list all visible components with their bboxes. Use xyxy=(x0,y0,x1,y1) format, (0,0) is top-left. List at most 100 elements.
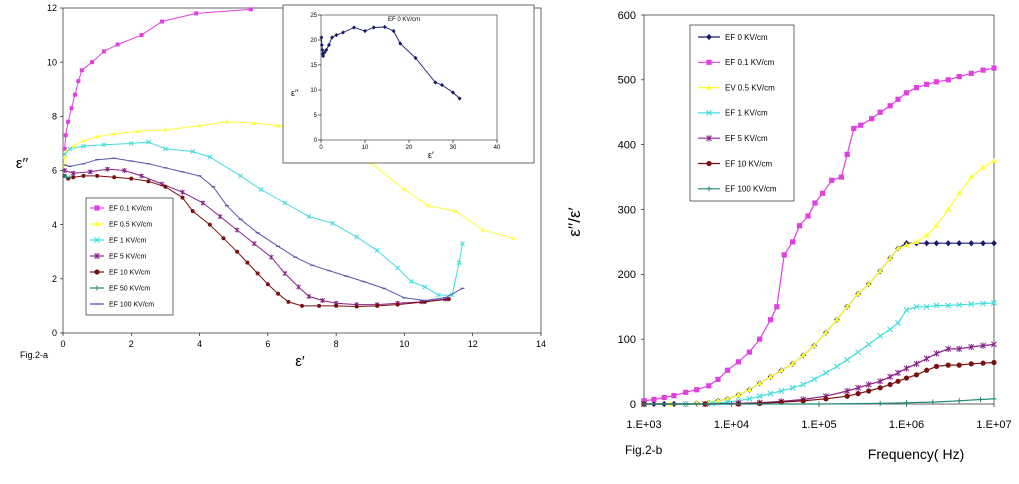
inset-data-point xyxy=(341,30,345,35)
chart-b-data-point xyxy=(956,73,962,80)
chart-b-series-ef-0-kv-cm xyxy=(641,240,997,408)
legend-label: EF 0.5 KV/cm xyxy=(109,221,152,228)
chart-b-data-point xyxy=(829,177,835,183)
inset-data-point xyxy=(382,24,387,30)
chart-a-data-point xyxy=(160,19,165,24)
chart-b-data-point xyxy=(991,157,997,163)
chart-b-data-point xyxy=(811,376,818,383)
chart-b-data-point xyxy=(651,396,657,403)
chart-a-data-point xyxy=(87,169,93,175)
chart-b-data-point xyxy=(913,85,920,91)
legend-marker xyxy=(706,160,712,167)
chart-a-data-point xyxy=(62,168,68,173)
y-tick-label: 10 xyxy=(310,88,317,94)
chart-b-data-point xyxy=(865,341,872,348)
chart-b-data-point xyxy=(800,381,807,388)
chart-b-data-point xyxy=(991,65,997,71)
legend-marker xyxy=(706,84,712,90)
x-tick-label: 1.E+03 xyxy=(626,419,661,431)
chart-b-data-point xyxy=(746,395,753,402)
chart-b-data-point xyxy=(671,392,677,399)
legend-marker xyxy=(94,285,100,291)
chart-b-data-point xyxy=(924,367,930,373)
legend-label: EF 0 KV/cm xyxy=(725,33,768,42)
inset-data-point xyxy=(334,32,339,38)
chart-b-data-point xyxy=(746,386,753,392)
chart-a-data-point xyxy=(296,284,301,290)
x-tick-label: 1.E+07 xyxy=(976,419,1011,431)
inset-data-point xyxy=(363,28,367,34)
legend-entry-ef-1-kv-cm: EF 1 KV/cm xyxy=(90,237,147,244)
chart-b-data-point xyxy=(968,343,975,351)
chart-a-data-point xyxy=(62,151,68,157)
x-tick-label: 10 xyxy=(399,339,409,349)
chart-a-data-point xyxy=(122,168,127,173)
chart-b-data-point xyxy=(757,336,763,342)
chart-a-series-ef-0-1-kv-cm xyxy=(62,7,253,151)
chart-b-data-point xyxy=(895,369,901,376)
chart-b-data-point xyxy=(991,359,997,366)
chart-a-series-ef-5-kv-cm xyxy=(62,166,448,307)
chart-b-data-point xyxy=(715,397,721,403)
chart-b-data-point xyxy=(851,125,857,132)
chart-b-data-point xyxy=(945,77,951,83)
legend-marker xyxy=(94,237,100,243)
inset-data-point xyxy=(320,47,325,53)
chart-a-data-point xyxy=(115,42,120,47)
x-tick-label: 1.E+04 xyxy=(714,419,749,431)
y-tick-label: 400 xyxy=(618,140,636,152)
chart-a-data-point xyxy=(64,149,69,154)
chart-b-data-point xyxy=(823,329,829,335)
chart-b-data-point xyxy=(877,385,883,391)
chart-a-data-point xyxy=(453,208,458,213)
inset-xlabel: ε′ xyxy=(428,150,434,160)
y-tick-label: 0 xyxy=(52,328,57,338)
chart-a-data-point xyxy=(282,271,288,276)
chart-a-data-point xyxy=(81,138,86,143)
x-tick-label: 0 xyxy=(60,339,65,349)
chart-b-series-line xyxy=(644,343,995,405)
legend-entry-ef-50-kv-cm: EF 50 KV/cm xyxy=(90,285,150,292)
chart-b-data-point xyxy=(903,375,910,381)
chart-a-data-point xyxy=(234,227,240,233)
inset-data-point xyxy=(451,90,455,95)
chart-b-data-point xyxy=(844,151,850,157)
y-tick-label: 20 xyxy=(310,38,317,44)
chart-b-data-point xyxy=(933,350,940,357)
chart-b-data-point xyxy=(956,240,963,247)
chart-a-data-point xyxy=(286,299,291,304)
legend-label: EV 0.5 KV/cm xyxy=(725,83,775,92)
chart-b-data-point xyxy=(956,398,962,404)
legend-marker xyxy=(706,186,712,192)
chart-b-data-point xyxy=(805,213,811,219)
chart-a-series xyxy=(61,7,516,309)
y-tick-label: 300 xyxy=(618,204,636,216)
chart-b-data-point xyxy=(945,240,952,247)
legend-entry-ef-10-kv-cm: EF 10 KV/cm xyxy=(90,269,150,276)
chart-a-series-line xyxy=(64,8,251,149)
chart-b-data-point xyxy=(833,363,840,370)
legend-entry-ef-10-kv-cm: EF 10 KV/cm xyxy=(698,159,772,168)
chart-b-data-point xyxy=(980,342,987,349)
chart-a-data-point xyxy=(190,209,195,214)
chart-b-data-point xyxy=(945,302,952,309)
legend-marker xyxy=(706,59,712,65)
chart-a-ylabel: ε′′ xyxy=(16,155,28,172)
chart-a-data-point xyxy=(235,249,240,254)
chart-b-data-point xyxy=(903,307,910,313)
chart-b-series-ef-5-kv-cm xyxy=(641,341,997,408)
chart-b-data-point xyxy=(887,103,893,109)
x-tick-label: 20 xyxy=(406,145,413,151)
chart-a-data-point xyxy=(238,173,243,179)
chart-a-series-ef-50-kv-cm xyxy=(62,173,72,180)
chart-b-data-point xyxy=(789,384,796,391)
chart-b-data-point xyxy=(838,174,844,180)
chart-a-data-point xyxy=(139,33,144,38)
legend-label: EF 1 KV/cm xyxy=(109,237,147,244)
inset-data-point xyxy=(457,96,462,101)
inset-data-point xyxy=(391,28,396,34)
chart-a-data-point xyxy=(197,123,202,128)
chart-a-caption: Fig.2-a xyxy=(20,350,48,360)
chart-a-data-point xyxy=(217,214,223,219)
chart-a-data-point xyxy=(139,173,144,179)
